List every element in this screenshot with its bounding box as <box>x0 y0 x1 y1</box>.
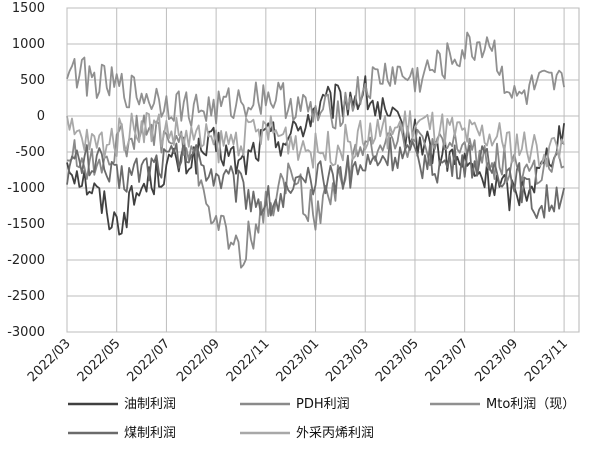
x-tick-label: 2023/07 <box>423 336 472 385</box>
series-line-2 <box>66 31 565 130</box>
x-tick-label: 2022/09 <box>174 336 223 385</box>
series-line-4 <box>66 110 565 169</box>
legend-label: 油制利润 <box>124 397 176 412</box>
legend-label: Mto利润（现） <box>486 397 575 412</box>
x-tick-label: 2023/01 <box>274 336 323 385</box>
x-tick-label: 2022/11 <box>224 336 273 385</box>
x-tick-label: 2023/05 <box>373 336 422 385</box>
x-tick-label: 2023/09 <box>472 336 521 385</box>
series-line-3 <box>66 136 565 220</box>
y-tick-label: 500 <box>20 73 45 88</box>
x-axis: 2022/03 2022/05 2022/07 2022/09 2022/11 2023/… <box>25 336 571 385</box>
y-tick-label: -500 <box>15 145 45 160</box>
y-tick-label: -1000 <box>7 181 45 196</box>
legend-label: 外采丙烯利润 <box>296 426 374 441</box>
x-tick-label: 2022/03 <box>25 336 74 385</box>
y-tick-label: 0 <box>37 109 45 124</box>
y-tick-label: -1500 <box>7 217 45 232</box>
legend-label: PDH利润 <box>296 397 350 412</box>
y-tick-label: -2000 <box>7 253 45 268</box>
y-tick-label: -3000 <box>7 325 45 340</box>
y-axis: -3000 -2500 -2000 -1500 -1000 -500 0 500 1000 150… <box>7 1 45 340</box>
y-tick-label: 1000 <box>12 37 45 52</box>
plot-area <box>66 31 565 269</box>
x-tick-label: 2022/07 <box>124 336 173 385</box>
legend: 油制利润 PDH利润 Mto利润（现） 煤制利润 外采丙烯利润 <box>68 397 575 441</box>
x-tick-label: 2023/03 <box>323 336 372 385</box>
x-tick-label: 2022/05 <box>75 336 124 385</box>
y-tick-label: -2500 <box>7 289 45 304</box>
x-tick-label: 2023/11 <box>522 336 571 385</box>
y-tick-label: 1500 <box>12 1 45 16</box>
legend-label: 煤制利润 <box>124 426 176 441</box>
